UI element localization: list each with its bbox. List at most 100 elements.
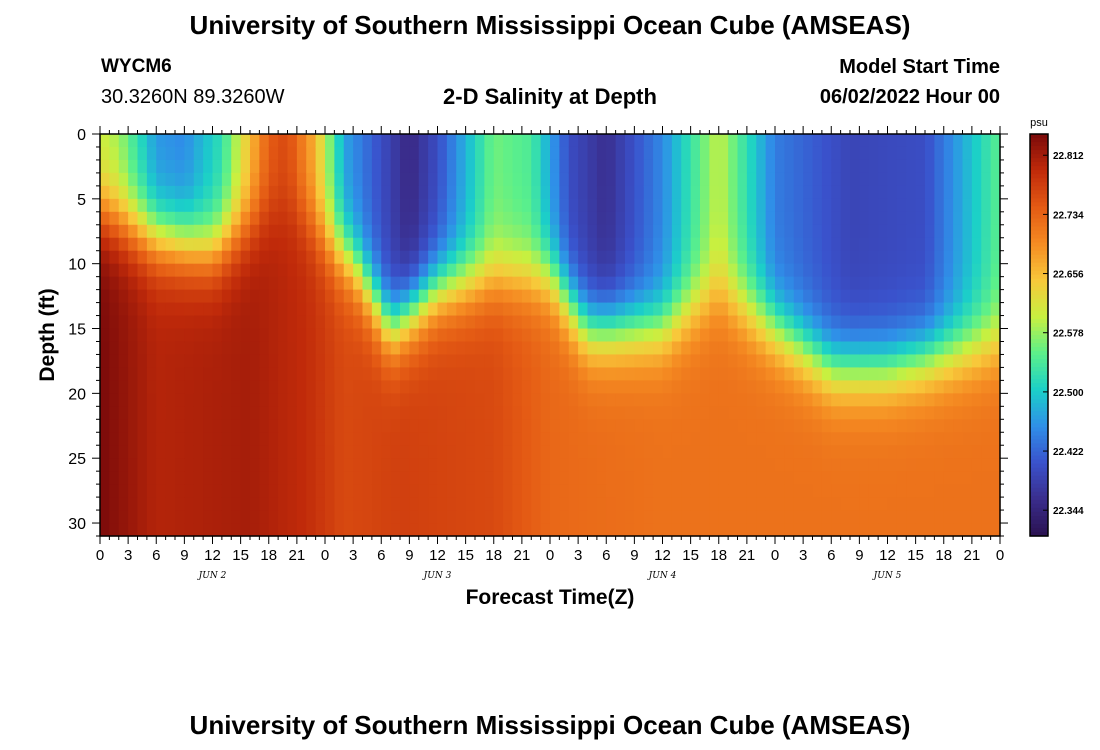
heatmap-cell [896, 523, 907, 537]
heatmap-cell [578, 146, 589, 161]
heatmap-cell [278, 198, 289, 213]
heatmap-cell [540, 289, 551, 304]
heatmap-cell [193, 250, 204, 265]
heatmap-cell [953, 484, 964, 498]
heatmap-cell [812, 185, 823, 200]
heatmap-cell [278, 380, 289, 394]
heatmap-cell [221, 289, 232, 304]
heatmap-cell [990, 445, 1001, 459]
heatmap-cell [156, 185, 167, 200]
heatmap-cell [484, 276, 495, 291]
heatmap-cell [606, 523, 617, 537]
heatmap-cell [428, 484, 439, 498]
heatmap-cell [156, 224, 167, 239]
heatmap-cell [643, 315, 654, 330]
heatmap-cell [690, 328, 701, 343]
heatmap-cell [353, 406, 364, 420]
heatmap-cell [268, 484, 279, 498]
heatmap-cell [156, 341, 167, 356]
heatmap-cell [418, 250, 429, 265]
heatmap-cell [596, 341, 607, 356]
heatmap-cell [325, 393, 335, 407]
heatmap-cell [718, 276, 729, 291]
heatmap-cell [671, 237, 682, 252]
heatmap-cell [700, 380, 710, 394]
heatmap-cell [193, 380, 204, 394]
heatmap-cell [278, 393, 289, 407]
heatmap-cell [887, 328, 898, 343]
heatmap-cell [334, 263, 345, 278]
y-tick-label: 15 [68, 322, 86, 339]
heatmap-cell [437, 211, 448, 226]
heatmap-cell [896, 445, 907, 459]
heatmap-cell [625, 380, 635, 394]
heatmap-cell [343, 445, 354, 459]
heatmap-cell [259, 471, 270, 485]
heatmap-cell [915, 146, 926, 161]
heatmap-cell [390, 380, 401, 394]
colorbar-segment [1030, 262, 1048, 268]
heatmap-cell [315, 185, 326, 200]
heatmap-cell [971, 159, 982, 174]
heatmap-cell [231, 134, 242, 148]
heatmap-cell [165, 432, 176, 446]
heatmap-cell [615, 341, 626, 356]
heatmap-cell [456, 341, 467, 356]
heatmap-cell [325, 134, 335, 148]
heatmap-cell [540, 134, 551, 148]
heatmap-cell [493, 341, 504, 356]
colorbar-segment [1030, 423, 1048, 429]
heatmap-cell [353, 250, 364, 265]
heatmap-cell [334, 198, 345, 213]
heatmap-cell [109, 211, 120, 226]
heatmap-cell [390, 406, 401, 420]
heatmap-cell [934, 302, 945, 317]
heatmap-cell [831, 445, 842, 459]
heatmap-cell [850, 458, 860, 472]
heatmap-cell [221, 393, 232, 407]
heatmap-cell [690, 419, 701, 433]
heatmap-cell [512, 224, 523, 239]
heatmap-cell [840, 276, 851, 291]
heatmap-cell [231, 198, 242, 213]
heatmap-cell [990, 250, 1001, 265]
heatmap-cell [118, 328, 129, 343]
colorbar-segment [1030, 487, 1048, 493]
heatmap-cell [812, 393, 823, 407]
heatmap-cell [100, 146, 110, 161]
heatmap-cell [437, 419, 448, 433]
heatmap-cell [887, 406, 898, 420]
heatmap-cell [250, 185, 260, 200]
heatmap-cell [906, 367, 917, 381]
heatmap-cell [962, 237, 973, 252]
colorbar: psu22.81222.73422.65622.57822.50022.4222… [1029, 117, 1084, 537]
heatmap-cell [803, 224, 814, 239]
heatmap-cell [343, 185, 354, 200]
heatmap-cell [915, 406, 926, 420]
heatmap-cell [803, 134, 814, 148]
heatmap-cell [221, 198, 232, 213]
heatmap-cell [671, 380, 682, 394]
heatmap-cell [671, 172, 682, 187]
heatmap-cell [418, 380, 429, 394]
heatmap-cell [784, 380, 795, 394]
heatmap-cell [456, 471, 467, 485]
heatmap-cell [231, 458, 242, 472]
heatmap-cell [221, 484, 232, 498]
heatmap-cell [362, 224, 373, 239]
heatmap-cell [221, 497, 232, 511]
heatmap-cell [381, 458, 392, 472]
heatmap-cell [165, 393, 176, 407]
heatmap-cell [971, 237, 982, 252]
heatmap-cell [437, 510, 448, 524]
heatmap-cell [268, 289, 279, 304]
heatmap-cell [259, 484, 270, 498]
heatmap-cell [175, 146, 185, 161]
heatmap-cell [100, 302, 110, 317]
heatmap-cell [962, 354, 973, 369]
heatmap-cell [212, 354, 223, 369]
heatmap-cell [943, 172, 954, 187]
heatmap-cell [484, 419, 495, 433]
heatmap-cell [156, 302, 167, 317]
heatmap-cell [390, 445, 401, 459]
